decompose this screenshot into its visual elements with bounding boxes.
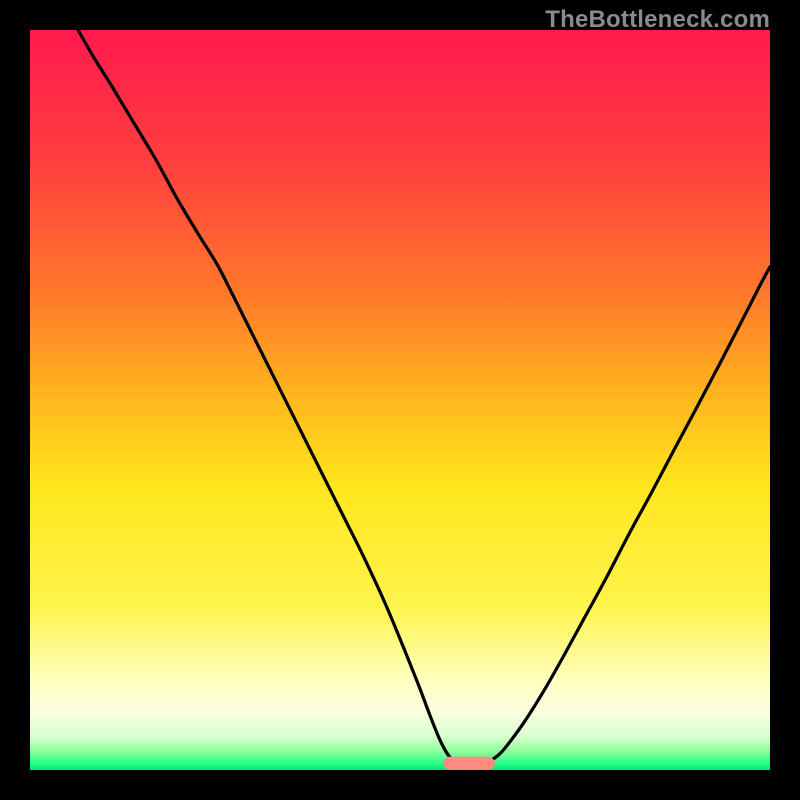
plot-area [30, 30, 770, 770]
watermark-text: TheBottleneck.com [545, 6, 770, 34]
optimal-point-marker [443, 757, 495, 770]
chart-frame: TheBottleneck.com [0, 0, 800, 800]
gradient-background [30, 30, 770, 770]
